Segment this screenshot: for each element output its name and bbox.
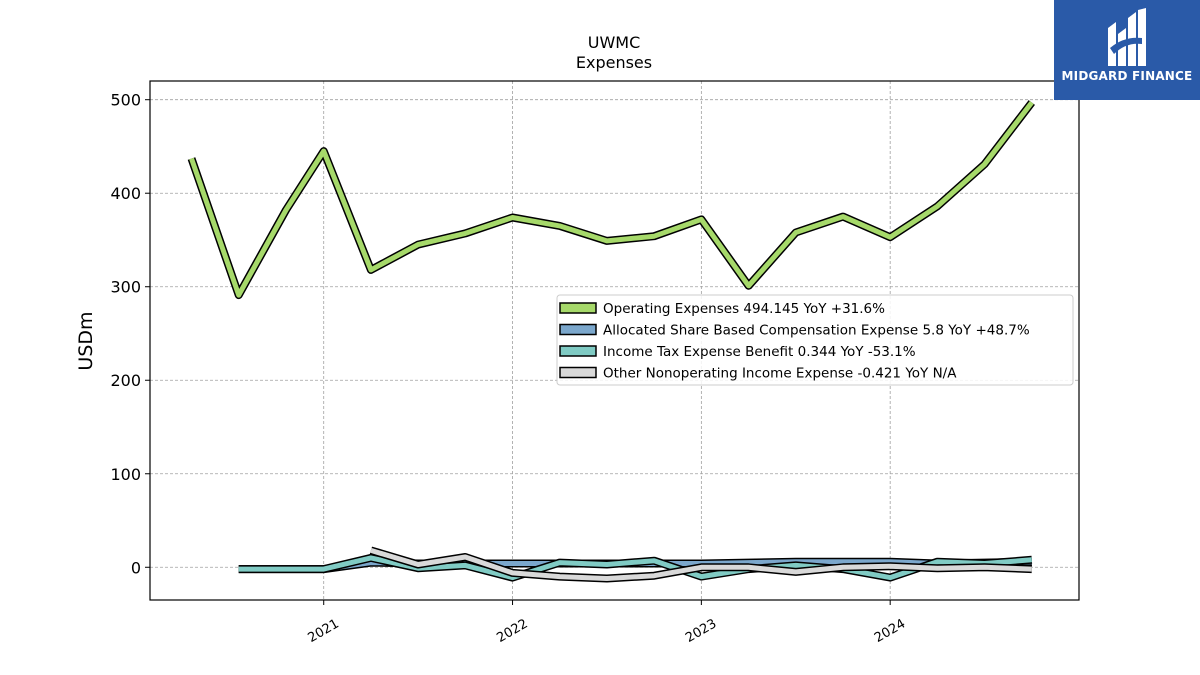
x-tick-label: 2024 (872, 616, 908, 646)
x-tick-label: 2022 (494, 616, 530, 646)
y-tick-label: 100 (110, 465, 141, 484)
logo-mark-icon (1108, 8, 1146, 66)
legend-swatch (559, 323, 597, 336)
x-axis: 2021 2022 2023 2024 (306, 600, 908, 646)
legend-item-allocated-share-based-compensation-expense: Allocated Share Based Compensation Expen… (559, 323, 1030, 339)
y-tick-label: 400 (110, 184, 141, 203)
series-line (238, 555, 1032, 581)
x-tick-label: 2021 (306, 616, 342, 646)
logo-text: MIDGARD FINANCE (1061, 69, 1193, 83)
legend-item-operating-expenses: Operating Expenses 494.145 YoY +31.6% (559, 301, 885, 317)
series-group (187, 100, 1035, 583)
legend-swatch (559, 345, 597, 357)
brand-logo: MIDGARD FINANCE (1054, 0, 1200, 100)
legend-item-other-nonoperating-income-expense: Other Nonoperating Income Expense -0.421… (559, 366, 957, 382)
chart-title: UWMC (588, 33, 641, 52)
series-line (370, 548, 1032, 581)
y-tick-label: 200 (110, 371, 141, 390)
y-axis: 0 100 200 300 400 500 (110, 91, 150, 577)
legend-box (556, 294, 1074, 386)
legend-item-income-tax-expense-benefit: Income Tax Expense Benefit 0.344 YoY -53… (559, 344, 916, 360)
series-operating-expenses (187, 100, 1035, 300)
y-tick-label: 0 (131, 558, 141, 577)
plot-frame (149, 80, 1080, 601)
legend-label: Allocated Share Based Compensation Expen… (603, 323, 1030, 339)
x-tick-label: 2023 (683, 616, 719, 646)
legend-swatch (559, 366, 597, 379)
chart-subtitle: Expenses (576, 53, 652, 72)
y-axis-label: USDm (75, 311, 97, 370)
legend-label: Operating Expenses 494.145 YoY +31.6% (603, 301, 885, 317)
legend: Operating Expenses 494.145 YoY +31.6% All… (556, 294, 1074, 386)
grid (150, 81, 1079, 600)
legend-swatch (559, 302, 597, 314)
y-tick-label: 500 (110, 91, 141, 110)
series-other-nonoperating-income-expense (369, 546, 1032, 583)
series-line (189, 100, 1034, 298)
y-tick-label: 300 (110, 278, 141, 297)
legend-label: Income Tax Expense Benefit 0.344 YoY -53… (603, 344, 916, 360)
series-income-tax-expense-benefit (238, 553, 1033, 582)
series-line-outline (187, 100, 1035, 300)
legend-label: Other Nonoperating Income Expense -0.421… (603, 366, 957, 382)
